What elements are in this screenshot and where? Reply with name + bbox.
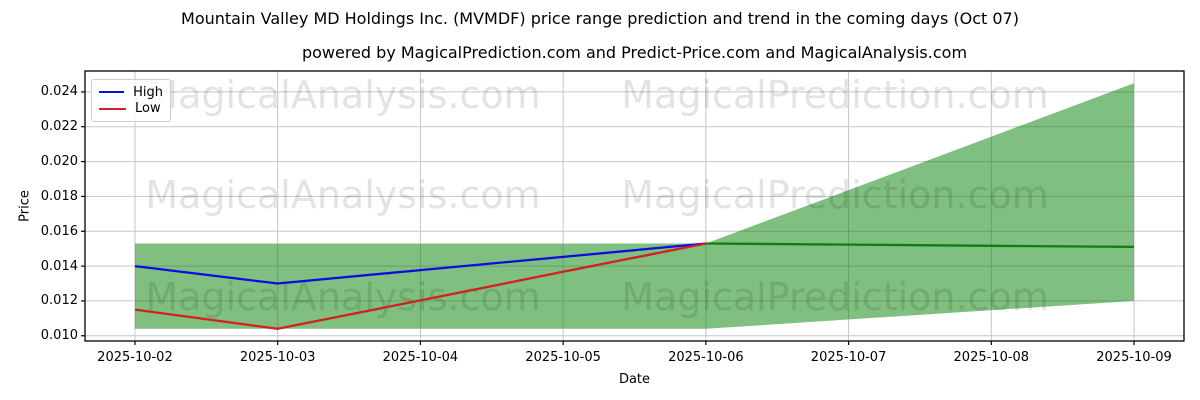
x-tick-label: 2025-10-04 <box>382 350 459 365</box>
y-tick-label: 0.016 <box>40 223 78 239</box>
x-tick-label: 2025-10-09 <box>1096 350 1172 365</box>
series-line-low <box>134 242 707 330</box>
x-tick-label: 2025-10-03 <box>239 350 316 365</box>
x-tick-label: 2025-10-07 <box>810 350 887 365</box>
series-line-high <box>134 242 707 285</box>
watermark-text: MagicalAnalysis.com <box>145 275 541 319</box>
y-tick-label: 0.014 <box>40 258 78 274</box>
legend-item-low: Low <box>99 101 163 117</box>
plot-frame <box>84 70 1185 342</box>
prediction-band <box>135 83 1134 329</box>
watermark-text: MagicalAnalysis.com <box>145 173 541 217</box>
x-tick-label: 2025-10-02 <box>97 350 173 365</box>
x-axis-label: Date <box>618 372 651 387</box>
watermark-text: MagicalPrediction.com <box>621 73 1049 117</box>
y-tick-label: 0.020 <box>40 154 78 170</box>
y-tick-label: 0.024 <box>40 84 78 100</box>
watermark-text: MagicalPrediction.com <box>621 275 1049 319</box>
chart-title: Mountain Valley MD Holdings Inc. (MVMDF)… <box>181 9 1019 28</box>
y-tick-label: 0.022 <box>40 119 78 135</box>
legend-high-line-swatch <box>99 91 125 94</box>
y-tick-label: 0.012 <box>40 293 78 309</box>
legend-item-high: High <box>99 84 163 100</box>
legend-low-label: Low <box>135 101 161 117</box>
legend-high-label: High <box>133 84 163 100</box>
series-line-trend <box>705 242 1135 249</box>
y-tick-label: 0.010 <box>40 328 78 344</box>
legend: High Low <box>91 79 171 122</box>
y-tick-label: 0.018 <box>40 188 78 204</box>
watermark-text: MagicalPrediction.com <box>621 173 1049 217</box>
x-tick-label: 2025-10-06 <box>668 350 744 365</box>
x-tick-label: 2025-10-08 <box>953 350 1030 365</box>
chart-subtitle: powered by MagicalPrediction.com and Pre… <box>301 43 968 62</box>
watermark-text: MagicalAnalysis.com <box>145 73 541 117</box>
x-tick-label: 2025-10-05 <box>525 350 601 365</box>
legend-low-line-swatch <box>99 107 126 110</box>
